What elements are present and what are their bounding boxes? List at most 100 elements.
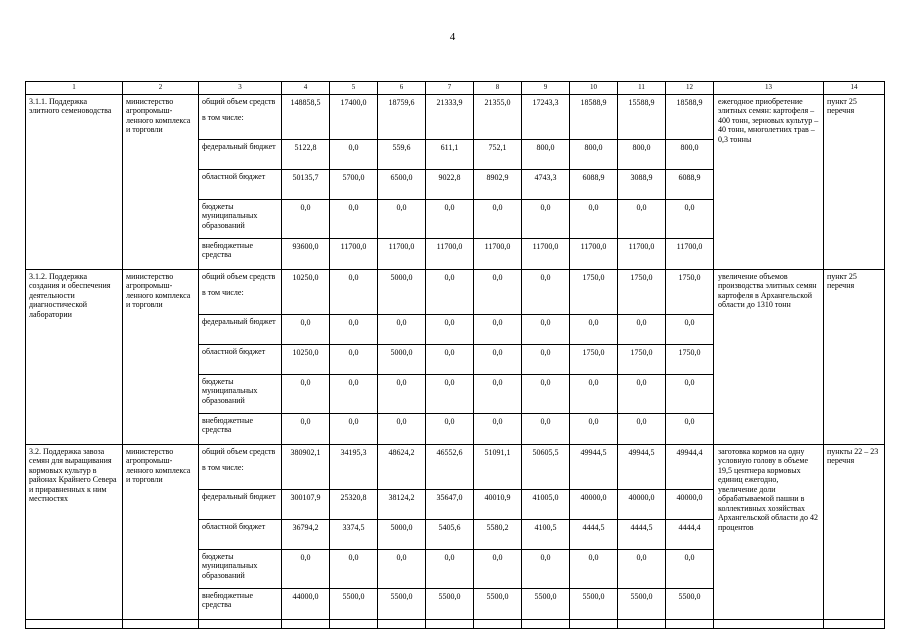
budget-type-cell: бюджеты муниципальных образований [198, 549, 282, 589]
empty-cell [122, 619, 199, 629]
value-cell: 0,0 [425, 344, 474, 375]
table-row: областной бюджет 36794,2 3374,5 5000,0 5405,… [26, 519, 885, 550]
value-cell: 1750,0 [665, 269, 714, 315]
table-row: бюджеты муниципальных образований 0,0 0,0 0… [26, 199, 885, 239]
value-cell: 800,0 [569, 139, 618, 170]
executor-cell: министерство агропромыш­ленного комплекс… [122, 94, 199, 270]
value-cell: 5000,0 [377, 344, 426, 375]
column-number: 1 [25, 81, 123, 95]
measure-title-cell: 3.2. Поддержка завоза семян для выращива… [25, 444, 123, 620]
value-cell: 4100,5 [521, 519, 570, 550]
column-number: 13 [713, 81, 824, 95]
value-cell: 752,1 [473, 139, 522, 170]
value-cell: 0,0 [617, 374, 666, 414]
budget-type-label: бюджеты муниципальных образований [202, 377, 258, 405]
value-cell: 0,0 [521, 374, 570, 414]
value-cell: 5500,0 [617, 588, 666, 620]
value-cell: 41005,0 [521, 489, 570, 520]
value-cell: 3088,9 [617, 169, 666, 200]
value-cell: 44000,0 [281, 588, 330, 620]
value-cell: 0,0 [377, 199, 426, 239]
value-cell: 148858,5 [281, 94, 330, 140]
measure-title-cell: 3.1.1. Поддержка элитного семеноводства [25, 94, 123, 270]
value-cell: 800,0 [521, 139, 570, 170]
value-cell: 4444,4 [665, 519, 714, 550]
column-number: 5 [329, 81, 378, 95]
value-cell: 0,0 [569, 314, 618, 345]
empty-cell [521, 619, 570, 629]
value-cell: 0,0 [521, 549, 570, 589]
table-row: бюджеты муниципальных образований 0,0 0,0 0… [26, 549, 885, 589]
in-total-note: в том числе: [202, 463, 244, 473]
in-total-note: в том числе: [202, 288, 244, 298]
value-cell: 5700,0 [329, 169, 378, 200]
value-cell: 38124,2 [377, 489, 426, 520]
empty-cell [198, 619, 282, 629]
value-cell: 0,0 [329, 374, 378, 414]
table-header: 1 2 3 4 5 6 7 8 9 10 11 12 13 14 [25, 81, 885, 95]
column-number: 14 [823, 81, 885, 95]
table-row: внебюджетные средства 93600,0 11700,0 11700… [26, 238, 885, 270]
executor-cell: министерство агропромыш­ленного комплекс… [122, 269, 199, 445]
value-cell: 40000,0 [665, 489, 714, 520]
value-cell: 6088,9 [569, 169, 618, 200]
value-cell: 4743,3 [521, 169, 570, 200]
budget-type-label: общий объем средств [202, 97, 276, 106]
value-cell: 0,0 [521, 269, 570, 315]
value-cell: 8902,9 [473, 169, 522, 200]
column-number: 10 [569, 81, 618, 95]
budget-type-cell: внебюджетные средства [198, 588, 282, 620]
column-number-row: 1 2 3 4 5 6 7 8 9 10 11 12 13 14 [25, 81, 885, 95]
value-cell: 11700,0 [521, 238, 570, 270]
value-cell: 0,0 [473, 413, 522, 445]
value-cell: 559,6 [377, 139, 426, 170]
value-cell: 0,0 [617, 413, 666, 445]
value-cell: 0,0 [569, 549, 618, 589]
value-cell: 0,0 [473, 269, 522, 315]
value-cell: 11700,0 [473, 238, 522, 270]
column-number: 3 [198, 81, 282, 95]
column-number: 12 [665, 81, 714, 95]
executor-cell: министерство агропромыш­ленного комплекс… [122, 444, 199, 620]
value-cell: 49944,5 [617, 444, 666, 490]
budget-type-cell: федеральный бюджет [198, 314, 282, 345]
value-cell: 0,0 [521, 199, 570, 239]
value-cell: 1750,0 [617, 344, 666, 375]
value-cell: 0,0 [473, 199, 522, 239]
budget-type-label: внебюджетные средства [202, 241, 253, 260]
table-body: 3.1.1. Поддержка элитного семеноводства м… [25, 94, 885, 629]
value-cell: 17400,0 [329, 94, 378, 140]
value-cell: 49944,4 [665, 444, 714, 490]
reference-cell: пункт 25 перечня [823, 269, 885, 445]
value-cell: 5000,0 [377, 519, 426, 550]
column-number: 9 [521, 81, 570, 95]
empty-cell [281, 619, 330, 629]
value-cell: 5580,2 [473, 519, 522, 550]
budget-type-label: внебюджетные средства [202, 416, 253, 435]
budget-type-label: федеральный бюджет [202, 317, 276, 326]
value-cell: 0,0 [425, 269, 474, 315]
value-cell: 1750,0 [665, 344, 714, 375]
value-cell: 0,0 [569, 374, 618, 414]
empty-cell [823, 619, 885, 629]
value-cell: 0,0 [329, 199, 378, 239]
table-row: федеральный бюджет 300107,9 25320,8 38124,2… [26, 489, 885, 520]
table-row: 3.1.2. Поддержка создания и обеспечения … [25, 269, 885, 445]
value-cell: 0,0 [281, 549, 330, 589]
column-number: 8 [473, 81, 522, 95]
budget-type-cell: областной бюджет [198, 169, 282, 200]
value-cell: 0,0 [425, 199, 474, 239]
empty-cell [569, 619, 618, 629]
table-row: внебюджетные средства 44000,0 5500,0 5500,0… [26, 588, 885, 620]
budget-type-label: областной бюджет [202, 347, 266, 356]
value-cell: 5500,0 [329, 588, 378, 620]
value-cell: 0,0 [473, 374, 522, 414]
value-cell: 50135,7 [281, 169, 330, 200]
budget-type-cell: внебюджетные средства [198, 238, 282, 270]
value-cell: 0,0 [521, 344, 570, 375]
value-cell: 11700,0 [425, 238, 474, 270]
value-cell: 5500,0 [425, 588, 474, 620]
value-cell: 0,0 [377, 374, 426, 414]
value-cell: 611,1 [425, 139, 474, 170]
